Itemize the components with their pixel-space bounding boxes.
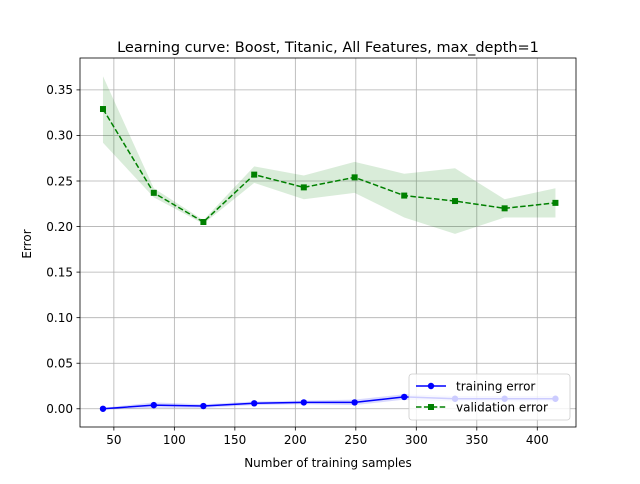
y-ticks: 0.00 0.05 0.10 0.15 0.20 0.25 0.30 0.35 xyxy=(46,83,80,416)
legend-box xyxy=(408,373,571,421)
series-band-1 xyxy=(102,76,556,234)
data-point xyxy=(300,399,308,406)
data-point xyxy=(351,174,358,181)
data-point xyxy=(452,198,459,205)
y-tick-label: 0.35 xyxy=(46,83,73,97)
x-tick-label: 150 xyxy=(223,433,246,447)
legend-label-1: validation error xyxy=(456,400,548,414)
y-axis-label: Error xyxy=(20,229,34,258)
y-tick-label: 0.25 xyxy=(46,174,73,188)
x-axis-label: Number of training samples xyxy=(244,456,412,470)
data-point xyxy=(552,199,559,206)
data-point xyxy=(150,189,157,196)
axes-frame xyxy=(79,57,577,428)
x-tick-label: 300 xyxy=(405,433,428,447)
y-tick-label: 0.05 xyxy=(46,357,73,371)
data-point xyxy=(401,393,408,401)
legend-label-0: training error xyxy=(456,379,535,393)
legend: training error validation error xyxy=(408,373,571,421)
x-tick-label: 50 xyxy=(106,433,121,447)
y-tick-label: 0.30 xyxy=(46,129,73,143)
y-tick-label: 0.15 xyxy=(46,265,73,279)
data-point xyxy=(99,106,106,113)
y-tick-label: 0.10 xyxy=(46,311,73,325)
grid-lines xyxy=(80,58,576,427)
x-ticks: 50 100 150 200 250 300 350 400 xyxy=(106,427,549,447)
data-point xyxy=(200,402,207,410)
x-tick-label: 100 xyxy=(163,433,186,447)
chart-title: Learning curve: Boost, Titanic, All Feat… xyxy=(117,40,539,56)
legend-marker-1 xyxy=(428,404,434,410)
legend-marker-0 xyxy=(427,382,435,390)
x-tick-label: 350 xyxy=(465,433,488,447)
x-tick-label: 250 xyxy=(344,433,367,447)
series-markers-1 xyxy=(99,106,559,225)
x-tick-label: 400 xyxy=(526,433,549,447)
data-point xyxy=(251,171,258,178)
data-point xyxy=(501,205,508,212)
plot-area: 50 100 150 200 250 300 350 4000.000.050.100.150… xyxy=(46,57,577,447)
series-line-1 xyxy=(102,108,556,223)
y-tick-label: 0.20 xyxy=(46,220,73,234)
data-point xyxy=(300,184,307,191)
data-point xyxy=(401,192,408,199)
data-point xyxy=(150,401,157,409)
data-point xyxy=(351,399,358,406)
data-point xyxy=(99,405,107,412)
y-tick-label: 0.00 xyxy=(46,402,73,416)
data-point xyxy=(251,400,258,407)
x-tick-label: 200 xyxy=(284,433,307,447)
data-point xyxy=(200,219,207,225)
